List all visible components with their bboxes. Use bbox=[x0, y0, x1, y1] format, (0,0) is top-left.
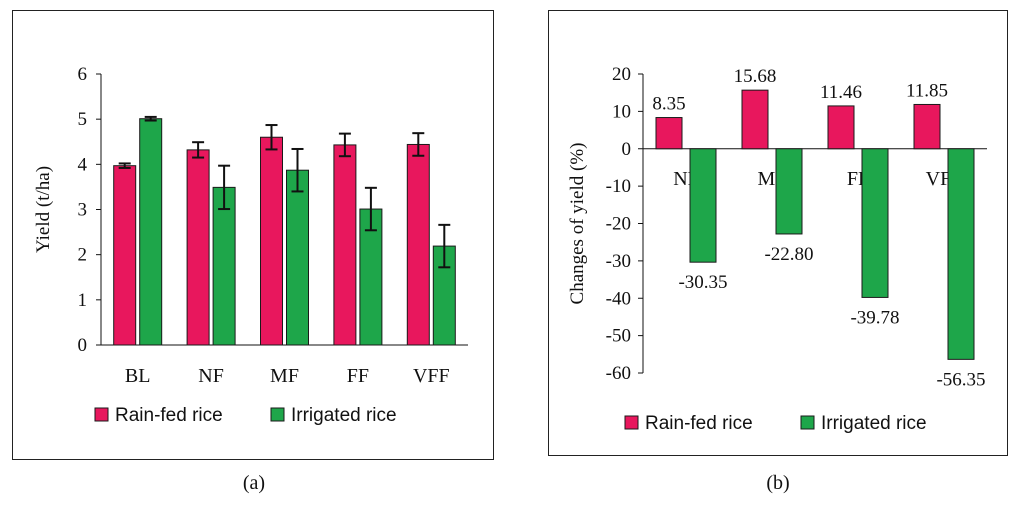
y-tick-label: 20 bbox=[612, 64, 631, 85]
y-tick-label: -60 bbox=[606, 363, 631, 384]
bar bbox=[913, 103, 941, 150]
data-label: 11.46 bbox=[820, 82, 862, 103]
legend-swatch bbox=[800, 415, 815, 430]
data-label: 11.85 bbox=[906, 80, 948, 101]
legend-swatch bbox=[624, 415, 639, 430]
y-tick-label: -30 bbox=[606, 251, 631, 272]
legend-swatch bbox=[94, 407, 109, 422]
bar bbox=[260, 136, 283, 346]
y-tick-label: 2 bbox=[78, 245, 88, 266]
data-label: 15.68 bbox=[734, 66, 777, 87]
y-tick-label: -20 bbox=[606, 214, 631, 235]
y-axis-title: Yield (t/ha) bbox=[33, 166, 54, 253]
caption-b: (b) bbox=[766, 472, 790, 494]
y-tick-label: -10 bbox=[606, 176, 631, 197]
legend-swatch bbox=[270, 407, 285, 422]
y-tick-label: 6 bbox=[78, 64, 88, 85]
legend-label: Rain-fed rice bbox=[115, 405, 223, 426]
bar bbox=[741, 89, 769, 150]
bar bbox=[775, 148, 803, 235]
bar bbox=[139, 118, 163, 346]
data-label: -30.35 bbox=[678, 272, 727, 293]
bar bbox=[655, 117, 683, 150]
bar bbox=[186, 149, 210, 346]
x-category-label: MF bbox=[270, 365, 299, 387]
bar bbox=[406, 143, 430, 346]
y-tick-label: 4 bbox=[78, 154, 88, 175]
y-tick-label: 1 bbox=[78, 290, 88, 311]
yield-change-bar-chart: 20 10 0 -10 -20 -30 -40 -50 -60 Changes of yield … bbox=[567, 64, 987, 434]
bar bbox=[689, 148, 717, 263]
y-tick-label: -50 bbox=[606, 326, 631, 347]
legend-label: Irrigated rice bbox=[821, 413, 927, 434]
data-label: -22.80 bbox=[764, 244, 813, 265]
bar bbox=[212, 186, 236, 346]
x-category-label: FF bbox=[347, 365, 369, 387]
bar bbox=[113, 165, 137, 346]
caption-a: (a) bbox=[242, 472, 266, 494]
bar bbox=[827, 105, 855, 150]
x-category-label: NF bbox=[198, 365, 224, 387]
bar bbox=[286, 169, 309, 346]
y-tick-label: -40 bbox=[606, 288, 631, 309]
y-axis-title: Changes of yield (%) bbox=[567, 143, 588, 305]
bar bbox=[947, 148, 975, 360]
y-tick-label: 0 bbox=[78, 335, 88, 356]
legend-label: Rain-fed rice bbox=[645, 413, 753, 434]
bar bbox=[333, 144, 357, 346]
y-tick-label: 0 bbox=[622, 139, 632, 160]
yield-bar-chart: 0 1 2 3 4 5 6 Yield (t/ha) BL NF MF FF VFF Rain-fed r… bbox=[33, 64, 468, 426]
y-tick-label: 3 bbox=[78, 200, 88, 221]
data-label: 8.35 bbox=[652, 94, 685, 115]
chart-panel-b: 20 10 0 -10 -20 -30 -40 -50 -60 Changes of yield … bbox=[548, 10, 1008, 456]
x-category-label: VFF bbox=[413, 365, 450, 387]
legend-label: Irrigated rice bbox=[291, 405, 397, 426]
data-label: -39.78 bbox=[850, 307, 899, 328]
y-tick-label: 10 bbox=[612, 101, 631, 122]
bar bbox=[861, 148, 889, 298]
x-category-label: BL bbox=[125, 365, 151, 387]
chart-panel-a: 0 1 2 3 4 5 6 Yield (t/ha) BL NF MF FF VFF Rain-fed r… bbox=[12, 10, 494, 460]
data-label: -56.35 bbox=[936, 369, 985, 390]
y-tick-label: 5 bbox=[78, 109, 88, 130]
